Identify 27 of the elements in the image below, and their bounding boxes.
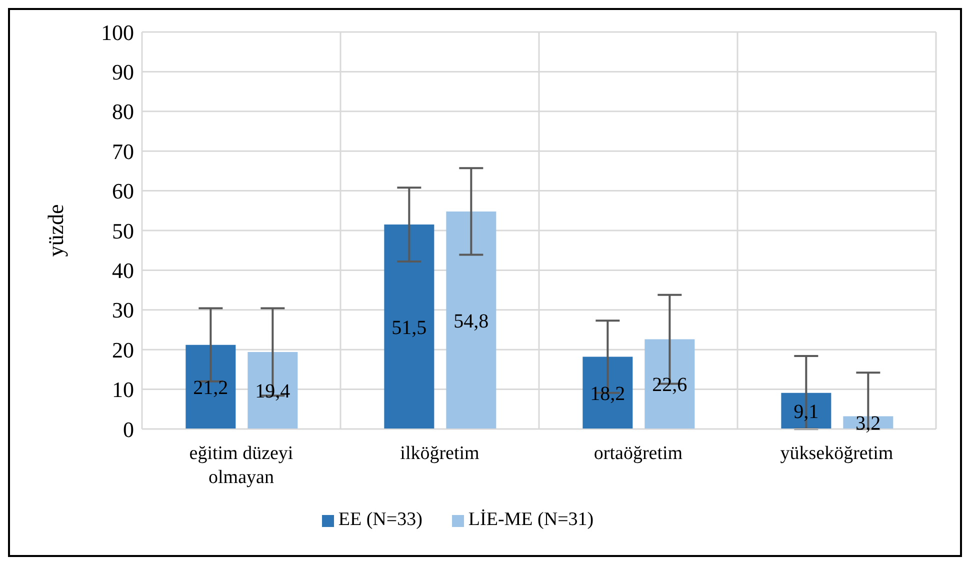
data-label: 18,2 bbox=[590, 382, 626, 405]
y-tick-label: 10 bbox=[112, 377, 134, 402]
y-tick-label: 0 bbox=[123, 416, 134, 442]
y-tick-label: 70 bbox=[112, 138, 134, 164]
x-tick-label: eğitim düzeyi olmayan bbox=[189, 443, 294, 488]
y-axis-title: yüzde bbox=[42, 204, 68, 257]
legend-label: EE (N=33) bbox=[338, 509, 422, 530]
bar bbox=[384, 224, 434, 429]
data-label: 51,5 bbox=[392, 316, 427, 339]
y-tick-label: 90 bbox=[112, 60, 134, 85]
y-tick-label: 60 bbox=[112, 178, 134, 204]
bar bbox=[446, 211, 496, 429]
data-label: 54,8 bbox=[454, 310, 489, 332]
x-tick-label: yükseköğretim bbox=[780, 443, 894, 464]
y-tick-label: 30 bbox=[112, 298, 134, 323]
y-tick-label: 80 bbox=[112, 99, 134, 124]
y-tick-label: 20 bbox=[112, 337, 134, 362]
data-label: 21,2 bbox=[193, 377, 228, 400]
x-tick-label: ilköğretim bbox=[400, 443, 480, 464]
legend-label: LİE-ME (N=31) bbox=[468, 509, 594, 530]
data-label: 9,1 bbox=[794, 401, 819, 424]
x-tick-label: ortaöğretim bbox=[594, 443, 683, 464]
y-tick-label: 100 bbox=[101, 20, 134, 45]
y-tick-label: 40 bbox=[112, 258, 134, 284]
bar bbox=[582, 356, 633, 429]
bar bbox=[186, 344, 236, 429]
y-tick-label: 50 bbox=[112, 218, 134, 244]
